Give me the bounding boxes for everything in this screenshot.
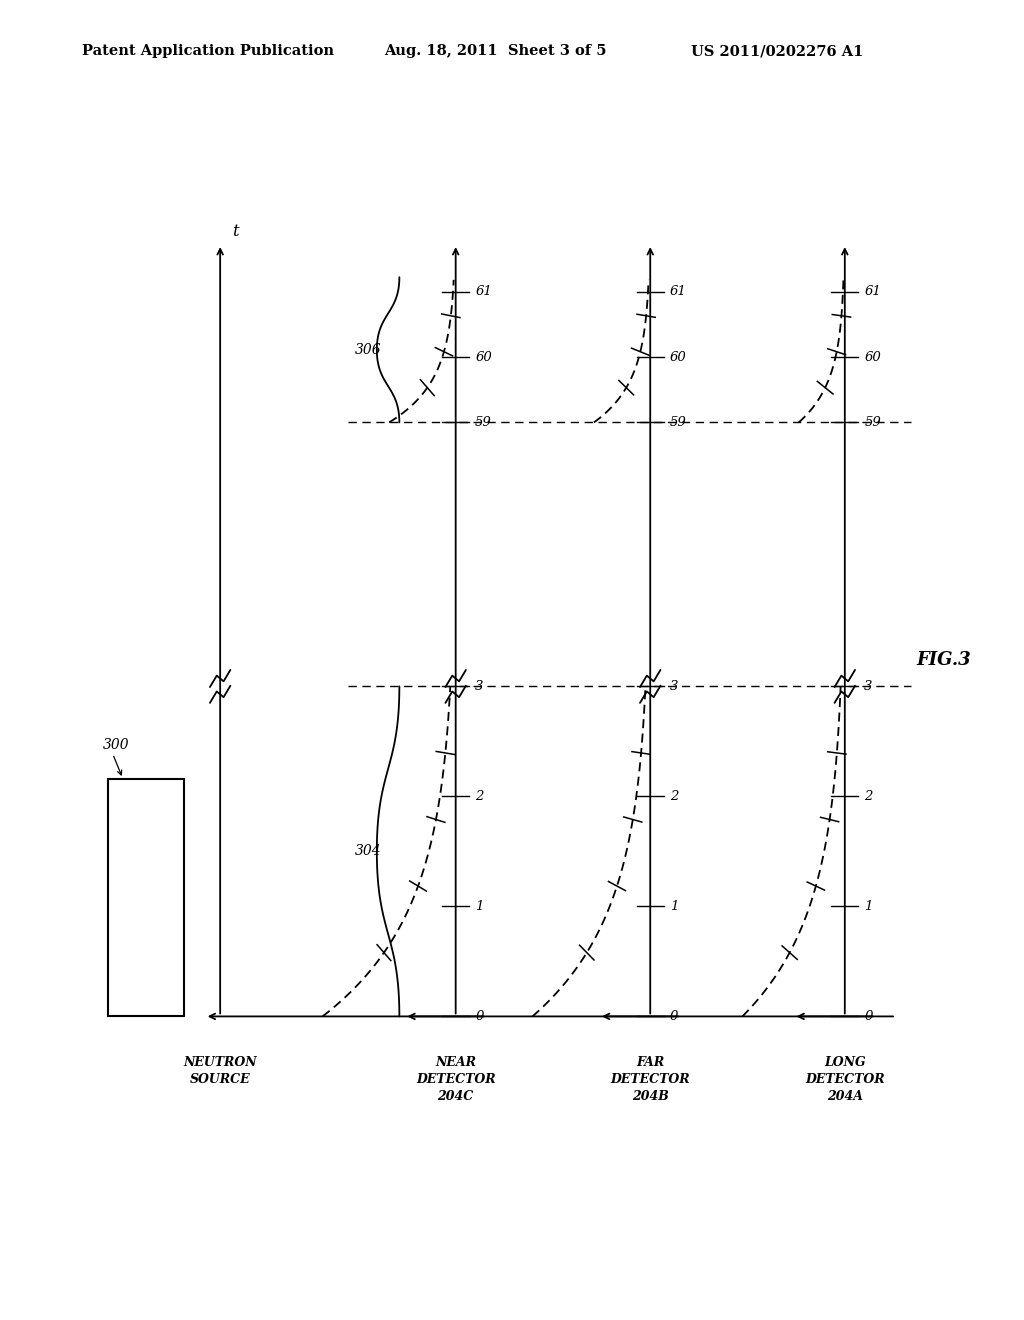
Text: t: t	[232, 223, 239, 240]
Text: 61: 61	[864, 285, 881, 298]
Text: Aug. 18, 2011  Sheet 3 of 5: Aug. 18, 2011 Sheet 3 of 5	[384, 45, 606, 58]
Text: 60: 60	[864, 351, 881, 363]
Text: 1: 1	[670, 900, 678, 913]
Text: 59: 59	[670, 416, 686, 429]
Text: NEUTRON
SOURCE: NEUTRON SOURCE	[183, 1056, 257, 1086]
Text: FAR
DETECTOR
204B: FAR DETECTOR 204B	[610, 1056, 690, 1104]
Text: 2: 2	[864, 789, 872, 803]
Bar	[108, 779, 184, 1016]
Text: 60: 60	[475, 351, 492, 363]
Text: 300: 300	[102, 738, 129, 752]
Text: 3: 3	[864, 680, 872, 693]
Text: FIG.3: FIG.3	[916, 651, 971, 669]
Text: 1: 1	[475, 900, 483, 913]
Text: 61: 61	[475, 285, 492, 298]
Text: 306: 306	[355, 343, 382, 356]
Text: 2: 2	[475, 789, 483, 803]
Text: 1: 1	[864, 900, 872, 913]
Text: 304: 304	[355, 845, 382, 858]
Text: LONG
DETECTOR
204A: LONG DETECTOR 204A	[805, 1056, 885, 1104]
Text: 3: 3	[475, 680, 483, 693]
Text: US 2011/0202276 A1: US 2011/0202276 A1	[691, 45, 863, 58]
Text: 59: 59	[864, 416, 881, 429]
Text: 60: 60	[670, 351, 686, 363]
Text: Patent Application Publication: Patent Application Publication	[82, 45, 334, 58]
Text: NEAR
DETECTOR
204C: NEAR DETECTOR 204C	[416, 1056, 496, 1104]
Text: 59: 59	[475, 416, 492, 429]
Text: 0: 0	[475, 1010, 483, 1023]
Text: 0: 0	[864, 1010, 872, 1023]
Text: 61: 61	[670, 285, 686, 298]
Text: 3: 3	[670, 680, 678, 693]
Text: 0: 0	[670, 1010, 678, 1023]
Text: 2: 2	[670, 789, 678, 803]
